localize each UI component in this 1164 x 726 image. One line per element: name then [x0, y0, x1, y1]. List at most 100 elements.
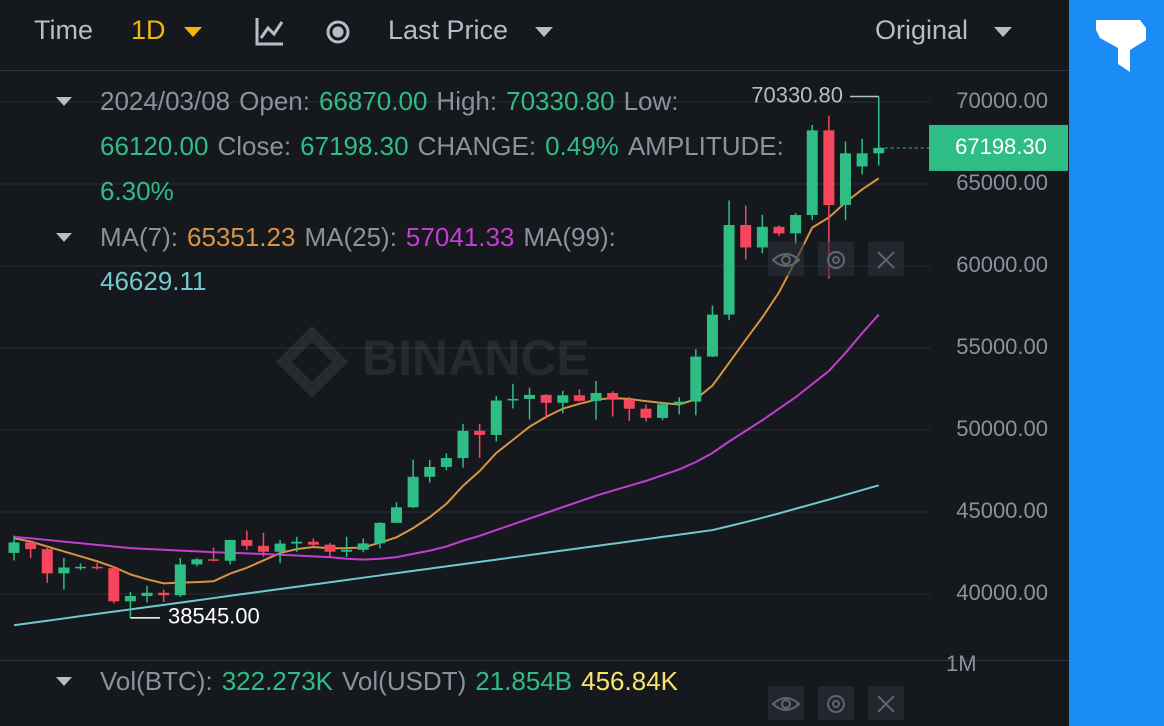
candle-body [873, 147, 885, 154]
candle-body [823, 130, 835, 205]
last-price-label: 67198.30 [955, 134, 1047, 159]
ma-line [13, 484, 880, 627]
ma-line [13, 177, 880, 585]
ma-legend: MA(7): 65351.23 MA(25): 57041.33 MA(99): [100, 222, 625, 253]
y-tick-label: 55000.00 [956, 334, 1048, 359]
app-logo[interactable] [1096, 20, 1146, 72]
time-label[interactable]: Time [34, 15, 93, 45]
dropdown-arrows [56, 27, 1012, 686]
candle-body [773, 226, 785, 234]
candle-body [457, 430, 469, 459]
candle-body [557, 395, 569, 403]
candle-body [224, 539, 236, 561]
label: Vol(USDT) [342, 666, 467, 696]
info-line: 6.30% [100, 176, 183, 207]
ma-line [13, 313, 880, 561]
legend-value: 57041.33 [405, 222, 515, 252]
candle-body [490, 400, 502, 435]
candle-body [474, 430, 486, 435]
value: 66120.00 [100, 131, 209, 161]
y-tick-label: 40000.00 [956, 580, 1048, 605]
candle-body [756, 226, 768, 248]
side-panel [1069, 0, 1164, 726]
y-tick-label: 60000.00 [956, 252, 1048, 277]
candle-body [108, 568, 120, 602]
candle-body [440, 458, 452, 467]
candle-body [390, 507, 402, 523]
candle-body [806, 130, 818, 215]
value: 67198.30 [300, 131, 409, 161]
legend-value: 46629.11 [100, 266, 207, 296]
view-mode[interactable]: Original [875, 15, 969, 45]
candle-body [41, 549, 53, 574]
candle-body [657, 404, 669, 418]
toolbar-icons[interactable] [255, 18, 350, 46]
candle-body [540, 394, 552, 403]
label: High: [436, 86, 498, 116]
legend-label: MA(25): [304, 222, 397, 252]
candle-body [357, 543, 369, 550]
min-marker-label: 38545.00 [168, 604, 260, 629]
y-axis: 40000.00 45000.00 50000.00 55000.00 60000.00… [956, 88, 1048, 605]
volume-axis-label: 1M [946, 651, 977, 676]
candle-body [75, 566, 87, 569]
max-marker-label: 70330.80 [751, 82, 843, 107]
plot [8, 96, 885, 627]
date: 2024/03/08 [100, 86, 231, 116]
candle-body [291, 541, 303, 544]
candle-body [590, 392, 602, 401]
candle-body [8, 542, 20, 553]
y-tick-label: 65000.00 [956, 170, 1048, 195]
value: 0.49% [545, 131, 619, 161]
info-line: 2024/03/08 Open: 66870.00 High: 70330.80 Low: [100, 86, 688, 117]
candle-body [158, 592, 170, 596]
dropdown-arrows [184, 27, 202, 37]
candle-body [191, 559, 203, 565]
candle-body [840, 153, 851, 205]
value: 66870.00 [318, 86, 428, 116]
candle-body [141, 592, 153, 597]
label: Vol(BTC): [100, 666, 213, 696]
overlay-icons [768, 242, 904, 720]
candle-body [673, 401, 685, 405]
value: 6.30% [100, 176, 174, 206]
value: 456.84K [581, 666, 679, 696]
candle-body [623, 399, 635, 409]
label: AMPLITUDE: [627, 131, 784, 161]
candle-body [208, 559, 220, 561]
label: Low: [623, 86, 679, 116]
last-price-box [929, 124, 1068, 171]
y-tick-label: 50000.00 [956, 416, 1048, 441]
candle-body [573, 395, 585, 401]
candle-body [740, 225, 752, 248]
legend-label: MA(7): [100, 222, 178, 252]
candle-body [257, 545, 269, 552]
candle-body [640, 408, 652, 418]
candle-body [25, 542, 37, 550]
value: 322.273K [221, 666, 334, 696]
candle-body [507, 398, 519, 401]
legend-value: 65351.23 [187, 222, 296, 252]
label: CHANGE: [417, 131, 537, 161]
interval[interactable]: 1D [131, 15, 166, 45]
value: 21.854B [475, 666, 573, 696]
candle-body [374, 522, 386, 544]
candle-body [424, 466, 436, 477]
candle-body [607, 392, 619, 400]
label: Close: [217, 131, 292, 161]
price-type[interactable]: Last Price [388, 15, 509, 45]
candle-body [58, 567, 70, 574]
candle-body [241, 539, 253, 546]
candle-body [723, 225, 735, 315]
info-line: 66120.00 Close: 67198.30 CHANGE: 0.49% AMPLIT… [100, 131, 793, 162]
candle-body [690, 356, 702, 402]
candle-body [856, 153, 868, 167]
background [0, 0, 1069, 726]
candle-body [407, 476, 419, 508]
ma-legend: 46629.11 [100, 266, 216, 297]
candle-body [274, 543, 286, 552]
watermark-logo [276, 326, 348, 398]
candle-body [324, 544, 336, 552]
